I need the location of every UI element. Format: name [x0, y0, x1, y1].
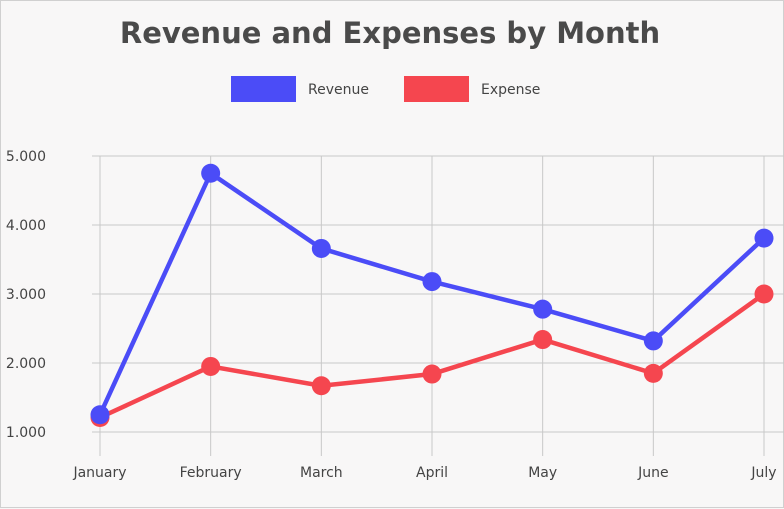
- data-point-revenue-july[interactable]: [754, 228, 774, 248]
- x-tick-label-july: July: [750, 465, 776, 481]
- data-point-revenue-february[interactable]: [201, 163, 221, 183]
- data-point-expense-may[interactable]: [533, 330, 553, 350]
- x-tick-label-april: April: [416, 465, 448, 481]
- y-tick-label: 5.000: [6, 149, 46, 165]
- x-tick-label-january: January: [72, 465, 126, 481]
- legend-swatch-revenue: [231, 76, 296, 102]
- legend-item-revenue[interactable]: Revenue: [231, 76, 369, 102]
- y-tick-label: 2.000: [6, 356, 46, 372]
- series-revenue: [90, 163, 774, 425]
- data-point-revenue-january[interactable]: [90, 405, 110, 425]
- data-point-revenue-march[interactable]: [311, 238, 331, 258]
- data-point-expense-july[interactable]: [754, 284, 774, 304]
- x-tick-label-may: May: [528, 465, 557, 481]
- data-point-revenue-june[interactable]: [643, 331, 663, 351]
- data-point-revenue-april[interactable]: [422, 272, 442, 292]
- legend: Revenue Expense: [231, 76, 540, 102]
- data-point-expense-february[interactable]: [201, 356, 221, 376]
- x-tick-label-february: February: [180, 465, 242, 481]
- y-tick-label: 1.000: [6, 425, 46, 441]
- series-layer: [90, 163, 774, 428]
- y-tick-label: 4.000: [6, 218, 46, 234]
- x-tick-label-march: March: [300, 465, 343, 481]
- y-tick-label: 3.000: [6, 287, 46, 303]
- legend-swatch-expense: [404, 76, 469, 102]
- data-point-revenue-may[interactable]: [533, 299, 553, 319]
- data-point-expense-april[interactable]: [422, 364, 442, 384]
- y-axis-ticks: 1.000 2.000 3.000 4.000 5.000: [6, 149, 46, 441]
- legend-item-expense[interactable]: Expense: [404, 76, 540, 102]
- x-tick-label-june: June: [637, 465, 669, 481]
- chart-title: Revenue and Expenses by Month: [120, 16, 660, 50]
- legend-label-revenue: Revenue: [308, 82, 369, 98]
- data-point-expense-march[interactable]: [311, 376, 331, 396]
- legend-label-expense: Expense: [481, 82, 540, 98]
- data-point-expense-june[interactable]: [643, 363, 663, 383]
- x-axis-ticks: January February March April May June July: [72, 465, 776, 481]
